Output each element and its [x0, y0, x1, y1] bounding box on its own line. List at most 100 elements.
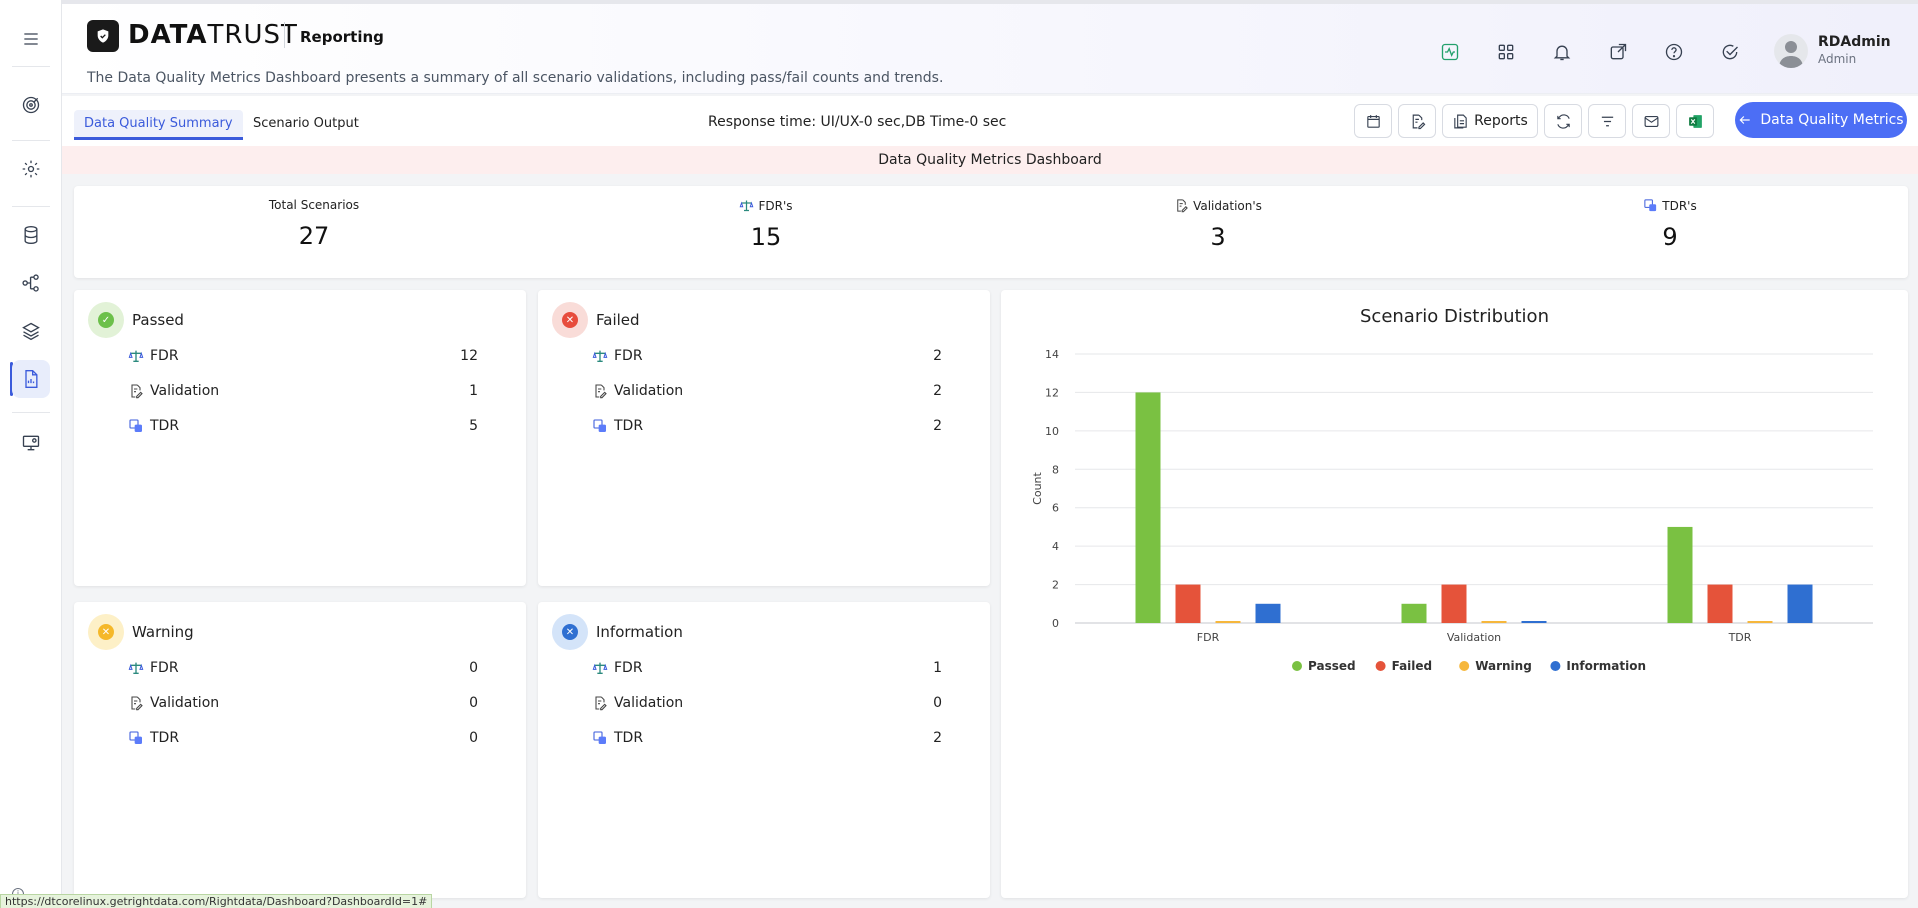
monitor-settings-icon[interactable] — [12, 424, 50, 462]
settings-gear-icon[interactable] — [12, 150, 50, 188]
tab-scenario-output[interactable]: Scenario Output — [253, 116, 359, 131]
database-icon[interactable] — [12, 216, 50, 254]
bar — [1667, 526, 1693, 623]
email-button[interactable] — [1632, 104, 1670, 138]
warning-icon: ✕ — [88, 614, 124, 650]
summary-value: 3 — [1210, 223, 1226, 251]
row-value: 0 — [469, 730, 478, 746]
fdr-icon — [592, 350, 608, 362]
target-icon[interactable] — [12, 86, 50, 124]
help-icon[interactable] — [1660, 38, 1688, 66]
bar — [1521, 621, 1547, 623]
row-label: FDR — [150, 348, 179, 364]
sidebar-divider — [12, 140, 50, 141]
row-value: 2 — [933, 383, 942, 399]
dashboard-banner: Data Quality Metrics Dashboard — [62, 146, 1918, 174]
top-rule — [0, 0, 1918, 4]
list-item: FDR 1 — [592, 656, 942, 680]
page-description: The Data Quality Metrics Dashboard prese… — [87, 70, 944, 86]
menu-icon[interactable] — [12, 20, 50, 58]
x-tick-label: FDR — [1197, 631, 1220, 644]
tab-data-quality-summary[interactable]: Data Quality Summary — [74, 110, 243, 140]
refresh-icon — [1556, 113, 1570, 129]
passed-card: ✓ Passed FDR 12 Validation 1 TDR 5 — [74, 290, 526, 586]
row-value: 2 — [933, 418, 942, 434]
scenario-distribution-card: Scenario Distribution 0 2 4 6 8 10 12 14 Count FD… — [1001, 290, 1908, 898]
reports-icon — [1454, 114, 1467, 128]
bar — [1707, 584, 1733, 623]
y-tick-label: 10 — [1045, 425, 1059, 438]
reports-document-icon[interactable] — [12, 360, 50, 398]
edit-document-button[interactable] — [1398, 104, 1436, 138]
reports-button[interactable]: Reports — [1442, 104, 1538, 138]
edit-document-icon — [1412, 114, 1425, 129]
bar — [1215, 621, 1241, 623]
row-label: TDR — [150, 418, 180, 434]
row-value: 2 — [933, 348, 942, 364]
row-label: TDR — [150, 730, 180, 746]
flow-diagram-icon[interactable] — [12, 264, 50, 302]
sidebar: i — [0, 0, 62, 908]
bell-icon[interactable] — [1548, 38, 1576, 66]
validation-doc-icon — [131, 384, 143, 399]
apps-grid-icon[interactable] — [1492, 38, 1520, 66]
external-link-icon[interactable] — [1604, 38, 1632, 66]
sidebar-active-indicator — [10, 362, 13, 396]
list-item: TDR 2 — [592, 414, 942, 438]
legend-swatch — [1459, 661, 1470, 671]
chart-title: Scenario Distribution — [1360, 306, 1549, 327]
reports-label: Reports — [1474, 113, 1528, 129]
bar — [1135, 392, 1161, 623]
check-circle-icon[interactable] — [1716, 38, 1744, 66]
sidebar-divider — [12, 412, 50, 413]
row-label: FDR — [614, 348, 643, 364]
row-label: Validation — [614, 383, 684, 399]
mail-icon — [1644, 115, 1658, 127]
y-tick-label: 2 — [1052, 579, 1059, 592]
excel-export-button[interactable] — [1676, 104, 1714, 138]
summary-value: 9 — [1662, 223, 1678, 251]
fdr-icon — [740, 200, 754, 212]
activity-icon[interactable] — [1436, 38, 1464, 66]
x-tick-label: TDR — [1728, 631, 1752, 644]
passed-check-icon: ✓ — [88, 302, 124, 338]
data-quality-metrics-button[interactable]: Data Quality Metrics — [1735, 102, 1907, 138]
summary-card: Total Scenarios 27 FDR's 15 Validation's… — [74, 186, 1908, 278]
toolbar: Data Quality Summary Scenario Output Res… — [62, 96, 1918, 146]
y-axis-label: Count — [1031, 471, 1044, 504]
information-icon: ✕ — [552, 614, 588, 650]
app-logo-text: DATATRUST — [128, 20, 298, 50]
row-value: 5 — [469, 418, 478, 434]
calendar-icon — [1366, 114, 1380, 128]
shield-logo-icon — [87, 20, 119, 52]
logo-divider — [284, 22, 285, 48]
filter-icon — [1601, 116, 1613, 126]
tdr-icon — [129, 731, 142, 744]
row-value: 1 — [933, 660, 942, 676]
layers-icon[interactable] — [12, 312, 50, 350]
row-label: Validation — [150, 383, 220, 399]
row-value: 0 — [469, 660, 478, 676]
tdr-icon — [129, 419, 142, 432]
list-item: Validation 2 — [592, 379, 942, 403]
summary-fdrs: FDR's 15 — [616, 198, 916, 251]
list-item: TDR 2 — [592, 726, 942, 750]
legend-swatch — [1375, 661, 1386, 671]
list-item: FDR 12 — [128, 344, 478, 368]
bar — [1747, 621, 1773, 623]
user-name[interactable]: RDAdmin — [1818, 34, 1891, 50]
bar — [1787, 584, 1813, 623]
refresh-button[interactable] — [1544, 104, 1582, 138]
y-tick-label: 14 — [1045, 348, 1059, 361]
summary-label: TDR's — [1662, 198, 1697, 213]
fdr-icon — [592, 662, 608, 674]
sidebar-divider — [12, 206, 50, 207]
y-tick-label: 6 — [1052, 502, 1059, 515]
y-tick-label: 8 — [1052, 463, 1059, 476]
avatar[interactable] — [1774, 34, 1808, 68]
calendar-button[interactable] — [1354, 104, 1392, 138]
failed-card: ✕ Failed FDR 2 Validation 2 TDR 2 — [538, 290, 990, 586]
summary-label: Validation's — [1193, 198, 1262, 213]
filter-button[interactable] — [1588, 104, 1626, 138]
tdr-icon — [593, 731, 606, 744]
